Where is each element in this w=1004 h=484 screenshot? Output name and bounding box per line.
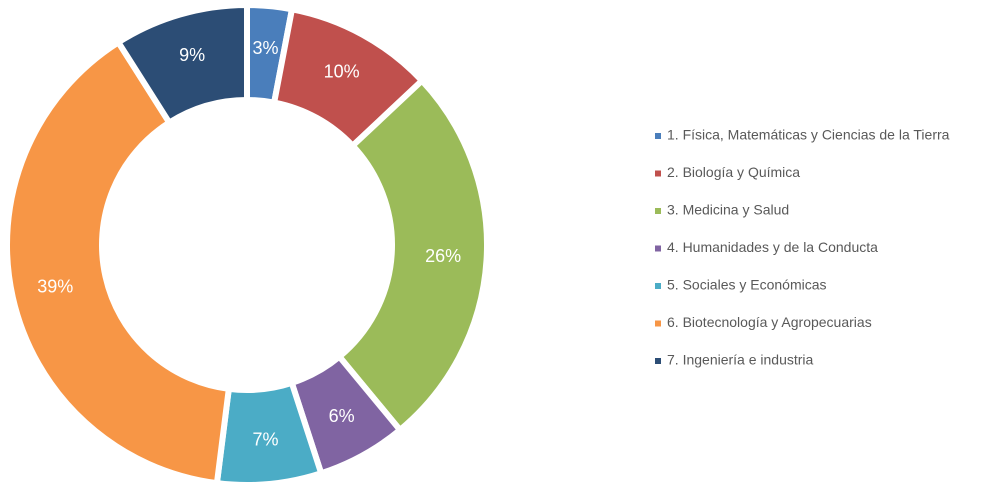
legend-swatch: [655, 283, 661, 289]
legend-swatch: [655, 358, 661, 364]
data-label: 9%: [179, 45, 205, 65]
legend-swatch: [655, 320, 661, 327]
legend-swatch: [655, 133, 661, 139]
legend-swatch: [655, 245, 661, 252]
donut-segment: [335, 76, 490, 435]
legend-label: 5. Sociales y Económicas: [667, 277, 827, 293]
data-label: 39%: [37, 277, 73, 297]
legend-label: 3. Medicina y Salud: [667, 202, 789, 218]
legend-label: 2. Biología y Química: [667, 164, 800, 180]
donut-segment: [114, 1, 250, 127]
legend-label: 7. Ingeniería e industria: [667, 352, 814, 368]
data-label: 10%: [324, 62, 360, 82]
data-label: 26%: [425, 246, 461, 266]
data-label: 6%: [329, 406, 355, 426]
legend-label: 6. Biotecnología y Agropecuarias: [667, 314, 872, 330]
legend-swatch: [655, 170, 661, 177]
data-label: 3%: [252, 38, 278, 58]
legend-label: 4. Humanidades y de la Conducta: [667, 239, 878, 255]
donut-segment: [4, 38, 233, 484]
legend-swatch: [655, 208, 661, 214]
data-label: 7%: [252, 429, 278, 449]
legend-label: 1. Física, Matemáticas y Ciencias de la …: [667, 127, 950, 143]
